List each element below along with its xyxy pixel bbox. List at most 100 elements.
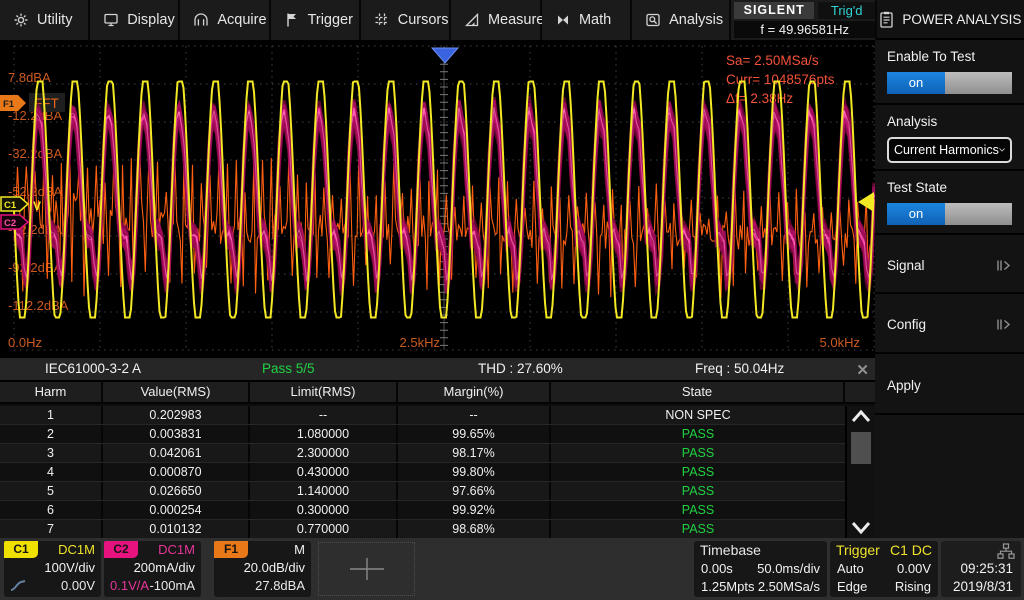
test-state-label: Test State [887, 180, 1012, 195]
freq-label-center: 2.5kHz [400, 335, 440, 350]
cell-value: 0.000870 [103, 463, 250, 481]
cell-state: PASS [551, 463, 845, 481]
cell-margin: 98.17% [398, 444, 551, 462]
cell-value: 0.042061 [103, 444, 250, 462]
trigger-descriptor[interactable]: Trigger C1 DC Auto 0.00V Edge Rising [830, 541, 938, 597]
c1-offset: 0.00V [61, 578, 95, 595]
close-icon[interactable]: ✕ [856, 361, 869, 379]
menu-cursors[interactable]: Cursors [361, 0, 451, 40]
trigger-source: C1 DC [890, 542, 932, 560]
timebase-scale: 50.0ms/div [757, 561, 820, 578]
config-section[interactable]: Config [875, 294, 1024, 354]
menu-analysis-label: Analysis [669, 12, 723, 28]
cell-state: NON SPEC [551, 406, 845, 424]
cell-margin: -- [398, 406, 551, 424]
cell-harm: 2 [0, 425, 103, 443]
db-label-0: 7.8dBA [8, 70, 51, 85]
table-header-row: Harm Value(RMS) Limit(RMS) Margin(%) Sta… [0, 382, 875, 404]
scroll-up-icon[interactable] [850, 408, 872, 424]
clock-date: 2019/8/31 [941, 579, 1021, 597]
menu-trigger-label: Trigger [308, 12, 353, 28]
freq-readout: Freq : 50.04Hz [695, 361, 784, 376]
analysis-icon [645, 12, 661, 28]
c1-unit-label: V [33, 199, 41, 213]
col-harm: Harm [0, 382, 103, 402]
menu-display[interactable]: Display [90, 0, 180, 40]
trigger-position-marker[interactable] [432, 48, 458, 63]
submenu-arrow-icon [996, 318, 1012, 331]
apply-label: Apply [887, 378, 921, 393]
scroll-down-icon[interactable] [850, 520, 872, 536]
cursors-icon [374, 12, 390, 28]
cell-margin: 99.65% [398, 425, 551, 443]
crosshair-icon [342, 556, 392, 582]
cell-state: PASS [551, 444, 845, 462]
cell-value: 0.202983 [103, 406, 250, 424]
menu-math[interactable]: Math [542, 0, 632, 40]
channel1-descriptor[interactable]: C1 DC1M 100V/div 0.00V [4, 541, 101, 597]
cell-limit: -- [250, 406, 398, 424]
cell-margin: 99.92% [398, 501, 551, 519]
menu-analysis[interactable]: Analysis [632, 0, 731, 40]
timebase-label: Timebase [700, 542, 761, 560]
enable-to-test-toggle[interactable]: on [887, 72, 1012, 94]
acquire-icon [193, 12, 209, 28]
table-scrollbar[interactable] [845, 406, 875, 538]
config-label: Config [887, 317, 926, 332]
col-state: State [551, 382, 845, 402]
signal-section[interactable]: Signal [875, 235, 1024, 294]
analysis-section: Analysis Current Harmonics [875, 105, 1024, 171]
trigger-mode: Auto [837, 561, 864, 578]
analysis-dropdown[interactable]: Current Harmonics [887, 137, 1012, 163]
c1-level-marker[interactable]: C1 V [1, 197, 41, 213]
sidebar-filler [875, 415, 1024, 538]
power-analysis-header: POWER ANALYSIS [877, 0, 1024, 40]
bottom-status-bar: C1 DC1M 100V/div 0.00V C2 DC1M 200mA/div… [0, 538, 1024, 600]
cell-limit: 0.300000 [250, 501, 398, 519]
cell-state: PASS [551, 501, 845, 519]
enable-to-test-section: Enable To Test on [875, 40, 1024, 105]
cell-harm: 1 [0, 406, 103, 424]
col-scroll-filler [845, 382, 875, 402]
timebase-descriptor[interactable]: Timebase 0.00s 50.0ms/div 1.25Mpts 2.50M… [694, 541, 827, 597]
menu-utility-label: Utility [37, 12, 72, 28]
gear-icon [13, 12, 29, 28]
trigger-slope: Rising [895, 579, 931, 596]
menu-measure[interactable]: Measure [451, 0, 542, 40]
menu-display-label: Display [127, 12, 175, 28]
timebase-delay: 0.00s [701, 561, 733, 578]
test-state-toggle[interactable]: on [887, 203, 1012, 225]
table-title-bar: IEC61000-3-2 A Pass 5/5 THD : 27.60% Fre… [0, 358, 875, 382]
cell-state: PASS [551, 482, 845, 500]
svg-text:F1: F1 [3, 99, 15, 110]
cell-limit: 2.300000 [250, 444, 398, 462]
menu-trigger[interactable]: Trigger [271, 0, 361, 40]
panel-title: POWER ANALYSIS [902, 12, 1021, 27]
test-state-section: Test State on [875, 171, 1024, 235]
math-f1-descriptor[interactable]: F1 M 20.0dB/div 27.8dBA [214, 541, 311, 597]
col-limit: Limit(RMS) [250, 382, 398, 402]
cell-margin: 99.80% [398, 463, 551, 481]
freq-label-left: 0.0Hz [8, 335, 42, 350]
menu-acquire[interactable]: Acquire [180, 0, 270, 40]
network-icon [997, 543, 1015, 560]
apply-section[interactable]: Apply [875, 354, 1024, 415]
pass-status: Pass 5/5 [262, 361, 315, 376]
c2-scale: 200mA/div [104, 559, 201, 577]
c1-chip: C1 [4, 541, 38, 558]
svg-text:C1: C1 [4, 200, 17, 211]
readout-sa: Sa= 2.50MSa/s [726, 53, 819, 68]
readout-df: Δf= 2.38Hz [726, 91, 793, 106]
f1-scale: 20.0dB/div [214, 559, 311, 577]
scrollbar-thumb[interactable] [851, 432, 871, 464]
clock-time: 09:25:31 [941, 561, 1021, 579]
channel2-descriptor[interactable]: C2 DC1M 200mA/div 0.1V/A -100mA [104, 541, 201, 597]
table-row: 3 0.042061 2.300000 98.17% PASS [0, 444, 845, 463]
menu-utility[interactable]: Utility [0, 0, 90, 40]
svg-text:C2: C2 [4, 218, 16, 229]
c2-coupling: DC1M [138, 541, 201, 557]
standard-label: IEC61000-3-2 A [45, 361, 141, 376]
cell-limit: 0.430000 [250, 463, 398, 481]
f1-chip: F1 [214, 541, 248, 558]
toggle-off-half [945, 203, 1012, 225]
